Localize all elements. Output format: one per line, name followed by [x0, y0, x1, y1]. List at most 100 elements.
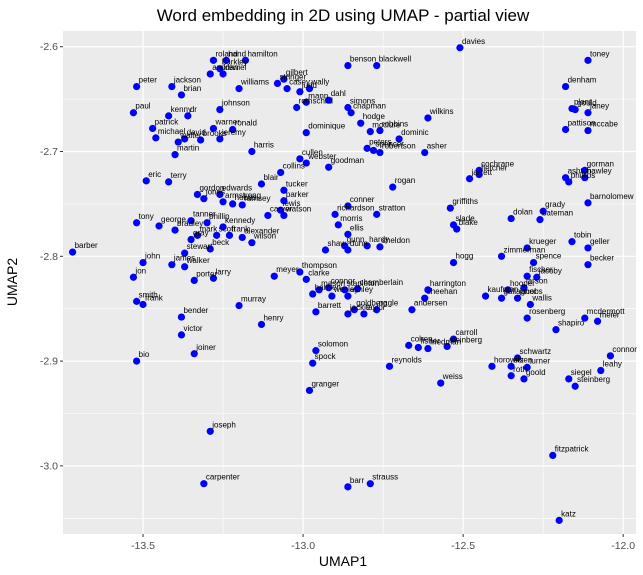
data-point	[424, 286, 432, 294]
point-label: steinberg	[449, 335, 482, 344]
point-label: mccabe	[590, 120, 619, 129]
point-label: robertson	[382, 142, 416, 151]
data-point	[142, 177, 150, 185]
point-label: hansen	[315, 283, 341, 292]
data-point	[193, 190, 202, 199]
point-label: conner	[350, 195, 375, 204]
point-label: weiss	[442, 372, 463, 381]
data-point	[497, 252, 506, 260]
data-point	[184, 112, 192, 120]
point-label: barkley	[222, 58, 248, 67]
point-label: richardson	[337, 203, 374, 212]
point-label: wally	[310, 78, 329, 87]
data-point	[283, 85, 291, 93]
point-label: roth	[513, 365, 527, 374]
data-point	[312, 308, 320, 316]
data-point	[277, 168, 285, 177]
data-point	[536, 216, 544, 224]
data-point	[421, 148, 429, 157]
point-label: pattison	[568, 119, 596, 128]
data-point	[302, 275, 310, 283]
data-point	[360, 310, 368, 318]
data-point	[513, 354, 522, 362]
data-point	[353, 285, 362, 293]
y-tick-label: -2.8	[40, 251, 58, 263]
data-point	[200, 480, 208, 488]
data-point	[152, 134, 160, 142]
data-point	[225, 231, 234, 239]
data-point	[209, 274, 218, 282]
data-point	[216, 65, 224, 73]
data-point	[139, 258, 147, 267]
point-label: johnson	[221, 99, 250, 108]
data-point	[526, 300, 534, 309]
data-point	[581, 314, 589, 322]
point-label: blackwell	[379, 55, 412, 64]
point-label: shapiro	[558, 319, 585, 328]
data-point	[187, 217, 195, 225]
point-label: hawley	[587, 167, 612, 176]
point-label: walter	[179, 131, 202, 140]
point-label: alexander	[244, 226, 279, 235]
point-label: reynolds	[392, 355, 422, 364]
y-tick-label: -2.6	[40, 41, 58, 53]
data-point	[129, 273, 138, 281]
data-point	[481, 292, 490, 300]
point-label: mason	[321, 279, 345, 288]
data-point	[408, 306, 416, 314]
data-point	[235, 301, 243, 310]
point-label: fisher	[420, 336, 440, 345]
data-point	[571, 382, 579, 390]
point-label: nagle	[379, 299, 399, 308]
data-point	[280, 186, 288, 194]
point-label: strauss	[372, 473, 398, 482]
point-label: sheldon	[382, 236, 410, 245]
data-point	[206, 70, 214, 78]
data-point	[216, 135, 224, 143]
x-tick-label: -12.5	[451, 540, 475, 552]
point-label: roland	[215, 49, 237, 58]
data-point	[523, 272, 531, 280]
data-point	[405, 341, 413, 349]
point-label: connor	[612, 345, 637, 354]
data-point	[296, 88, 304, 96]
point-label: joiner	[195, 343, 216, 352]
point-label: bradley	[177, 219, 203, 228]
minor-gridlines	[63, 31, 636, 534]
data-point	[344, 103, 352, 112]
data-point	[376, 126, 384, 135]
point-label: wallis	[531, 294, 552, 303]
data-point	[347, 109, 355, 117]
data-point	[581, 166, 589, 174]
point-label: harrington	[430, 279, 466, 288]
data-point	[277, 206, 285, 214]
data-point	[139, 300, 147, 309]
data-point	[369, 146, 378, 155]
point-label: edwards	[222, 183, 252, 192]
data-point	[309, 290, 317, 298]
data-point	[328, 292, 336, 300]
data-point	[238, 201, 246, 209]
point-label: blake	[459, 218, 479, 227]
point-label: hobbs	[235, 193, 257, 202]
data-point	[248, 147, 256, 156]
point-label: brooks	[203, 129, 227, 138]
data-point	[552, 326, 560, 334]
data-point	[341, 286, 349, 294]
point-label: wilson	[253, 232, 276, 241]
point-label: fischer	[529, 265, 553, 274]
point-label: walker	[186, 256, 210, 265]
point-label: tobin	[574, 231, 591, 240]
point-label: carver	[270, 204, 293, 213]
data-point	[296, 268, 304, 276]
point-label: bio	[139, 350, 150, 359]
data-point	[424, 344, 432, 353]
data-point	[174, 138, 182, 146]
data-point	[449, 335, 458, 343]
point-label: blair	[263, 173, 278, 182]
data-point	[203, 219, 211, 227]
data-point	[197, 136, 205, 144]
point-label: martin	[177, 144, 199, 153]
data-point	[280, 75, 288, 83]
point-label: dr	[190, 105, 197, 114]
